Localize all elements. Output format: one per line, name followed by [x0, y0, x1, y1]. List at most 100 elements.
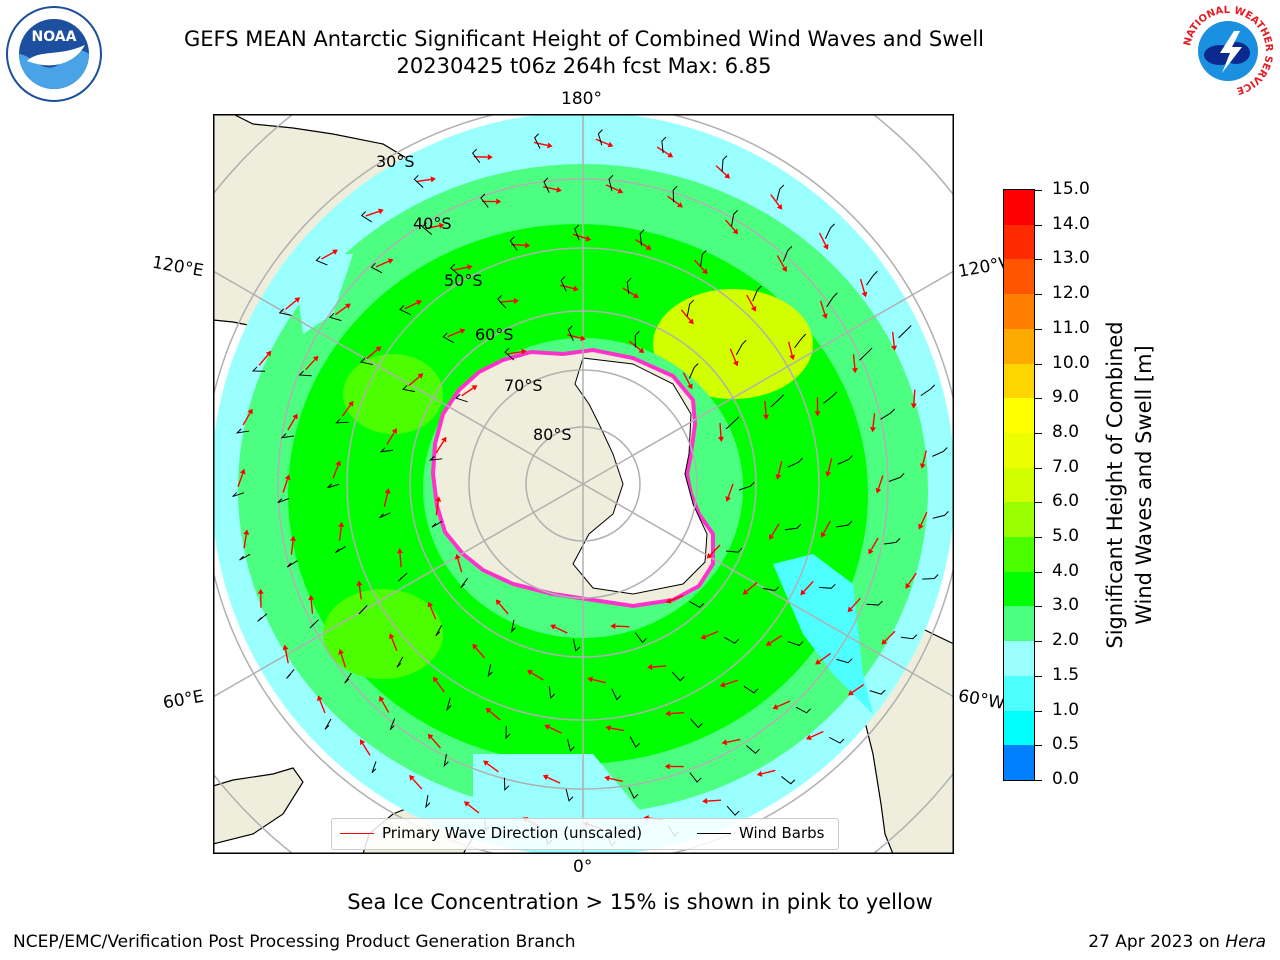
colorbar-tick-label: 15.0	[1052, 179, 1090, 199]
run-date: 27 Apr 2023 on Hera	[1088, 932, 1266, 952]
wave-arrow	[727, 483, 734, 498]
colorbar-tick	[1035, 467, 1042, 469]
colorbar-tick-label: 1.0	[1052, 699, 1080, 720]
chart-subtitle: 20230425 t06z 264h fcst Max: 6.85	[396, 54, 772, 78]
wind-barb	[396, 656, 404, 668]
wind-barb	[480, 193, 489, 208]
wind-barb	[787, 641, 804, 647]
wind-legend-line	[697, 833, 731, 834]
wave-arrow	[391, 637, 398, 652]
wind-barb	[597, 129, 603, 146]
wave-arrow-head	[918, 523, 924, 530]
wave-arrow-head	[294, 297, 301, 303]
wave-arrow	[610, 727, 625, 732]
colorbar-segment	[1004, 190, 1034, 226]
wave-arrow	[761, 769, 776, 775]
wave-arrow	[461, 387, 474, 397]
wave-arrow-head	[335, 460, 341, 467]
wind-barb	[567, 325, 574, 342]
wind-barb	[626, 277, 632, 295]
wave-arrow-head	[617, 187, 624, 194]
colorbar-tick-label: 1.5	[1052, 664, 1080, 685]
lon-label-180: 180°	[561, 89, 602, 109]
wind-barb	[277, 498, 290, 504]
wave-arrow-head	[495, 599, 502, 606]
wind-barb	[443, 753, 449, 768]
wave-arrow-head	[463, 801, 470, 807]
wind-barb	[836, 520, 853, 528]
wind-barb	[898, 325, 912, 339]
wave-arrow	[334, 305, 348, 316]
wave-arrow-head	[527, 670, 533, 676]
colorbar-segment	[1004, 571, 1034, 607]
colorbar-segment	[1004, 363, 1034, 399]
wave-arrow	[453, 266, 468, 271]
wave-arrow	[499, 300, 514, 303]
wind-barb	[509, 236, 518, 251]
wave-arrow	[803, 580, 814, 593]
wind-barb	[836, 658, 853, 664]
credit-text: NCEP/EMC/Verification Post Processing Pr…	[13, 932, 576, 952]
wind-barb	[471, 148, 481, 164]
wave-arrow	[408, 376, 420, 387]
wave-arrow-head	[387, 258, 394, 264]
wind-barb	[421, 222, 433, 235]
wind-legend-label: Wind Barbs	[739, 824, 825, 842]
colorbar-label-line2: Wind Waves and Swell [m]	[1132, 345, 1156, 625]
wave-arrow	[386, 431, 395, 445]
wind-barb	[543, 177, 550, 193]
wind-barb	[574, 224, 580, 241]
wind-barb	[932, 511, 949, 519]
wave-arrow	[475, 647, 486, 659]
wave-arrow-head	[454, 553, 461, 560]
colorbar-tick	[1035, 502, 1042, 504]
colorbar-tick	[1035, 432, 1042, 434]
nws-logo: NATIONAL WEATHER SERVICE	[1180, 3, 1276, 99]
wave-arrow	[290, 540, 294, 555]
wave-arrow-head	[702, 798, 708, 805]
wind-barb	[505, 725, 511, 740]
wave-arrow	[243, 534, 247, 549]
wave-arrow	[321, 251, 334, 260]
colorbar-tick-label: 7.0	[1052, 456, 1080, 477]
wave-arrow	[776, 255, 785, 268]
wind-barb	[235, 428, 250, 434]
lat-label-70s: 70°S	[504, 376, 543, 395]
wave-arrow	[258, 354, 269, 366]
wave-arrow-head	[243, 529, 250, 535]
wind-barb	[689, 718, 703, 729]
wave-arrow-head	[496, 198, 502, 205]
wave-arrow-head	[332, 249, 338, 255]
wave-arrow-head	[638, 347, 645, 354]
wind-barb	[497, 294, 507, 309]
wind-barb	[738, 481, 755, 491]
wave-arrow	[719, 422, 722, 438]
wave-arrow-head	[525, 242, 531, 249]
colorbar-segment	[1004, 294, 1034, 330]
colorbar-segment	[1004, 259, 1034, 295]
wave-arrow	[810, 730, 824, 738]
wave-arrow-head	[605, 725, 611, 731]
wave-arrow-head	[688, 318, 694, 325]
wave-arrow-head	[847, 606, 854, 613]
wave-arrow-head	[891, 345, 898, 351]
wave-arrow	[435, 501, 439, 516]
wind-barb	[787, 457, 803, 468]
wave-arrow	[605, 184, 619, 192]
colorbar-tick-label: 10.0	[1052, 352, 1090, 373]
wave-arrow	[237, 473, 244, 487]
wave-arrow	[670, 711, 685, 715]
wave-arrow-head	[789, 354, 796, 361]
colorbar-segment	[1004, 432, 1034, 469]
wind-barb	[689, 772, 702, 783]
wind-barb	[826, 292, 838, 308]
graticule	[213, 114, 954, 854]
wind-barb	[794, 333, 807, 349]
wave-arrow	[411, 778, 423, 790]
wave-arrow	[907, 572, 917, 586]
colorbar-segment	[1004, 328, 1034, 365]
wave-arrow	[358, 585, 362, 600]
wave-arrow-head	[284, 474, 291, 481]
wind-barb	[661, 136, 667, 154]
wind-barb	[735, 339, 747, 356]
